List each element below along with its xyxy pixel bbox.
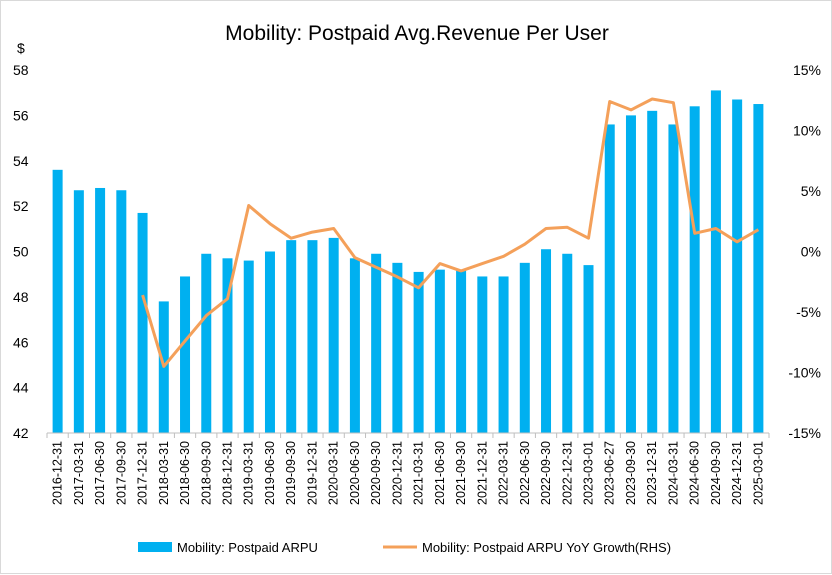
x-tick-label: 2019-03-31 (242, 441, 256, 505)
y-tick-label: 48 (13, 289, 29, 305)
x-tick-label: 2024-12-31 (730, 441, 744, 505)
bar-2024-06-30 (689, 106, 700, 434)
bar-2017-03-31 (73, 190, 84, 433)
legend-label-growth: Mobility: Postpaid ARPU YoY Growth(RHS) (422, 540, 671, 555)
bar-2018-06-30 (180, 276, 191, 433)
bar-2024-12-31 (732, 99, 743, 434)
x-tick-label: 2019-09-30 (284, 441, 298, 505)
x-tick-label: 2017-06-30 (93, 441, 107, 505)
bar-2017-12-31 (137, 212, 148, 433)
bar-2021-12-31 (477, 276, 488, 433)
x-tick-label: 2019-12-31 (305, 441, 319, 505)
x-tick-label: 2021-09-30 (454, 441, 468, 505)
y-left-ticks: 42 44 46 48 50 52 54 56 58 (13, 62, 29, 441)
y2-tick-label: 0% (801, 244, 821, 260)
bar-2023-03-01 (583, 265, 594, 433)
bar-2016-12-31 (52, 169, 63, 433)
x-tick-label: 2022-12-31 (560, 441, 574, 505)
x-tick-label: 2018-12-31 (221, 441, 235, 505)
legend: Mobility: Postpaid ARPU Mobility: Postpa… (138, 540, 671, 555)
bar-2022-03-31 (498, 276, 509, 433)
bar-2021-06-30 (434, 269, 445, 433)
bar-2024-09-30 (710, 90, 721, 433)
bar-2019-06-30 (264, 251, 275, 433)
growth-line (141, 97, 760, 368)
y-tick-label: 56 (13, 107, 29, 123)
bar-2022-12-31 (562, 253, 573, 433)
x-tick-label: 2024-06-30 (688, 441, 702, 505)
legend-swatch-arpu (138, 542, 172, 552)
x-tick-label: 2017-12-31 (136, 441, 150, 505)
x-tick-label: 2020-06-30 (348, 441, 362, 505)
y2-tick-label: -15% (788, 425, 821, 441)
y-tick-label: 52 (13, 198, 29, 214)
y-tick-label: 42 (13, 425, 29, 441)
x-ticks: 2016-12-31 2017-03-31 2017-06-30 2017-09-30… (46, 433, 770, 505)
x-tick-label: 2020-12-31 (390, 441, 404, 505)
y-tick-label: 50 (13, 244, 29, 260)
x-tick-label: 2022-09-30 (539, 441, 553, 505)
chart-title: Mobility: Postpaid Avg.Revenue Per User (225, 22, 609, 45)
x-tick-label: 2019-06-30 (263, 441, 277, 505)
bar-2025-03-01 (753, 104, 764, 433)
y-tick-label: 58 (13, 62, 29, 78)
x-tick-label: 2022-06-30 (518, 441, 532, 505)
x-tick-label: 2021-03-31 (412, 441, 426, 505)
y2-tick-label: -5% (796, 304, 821, 320)
x-tick-label: 2021-06-30 (433, 441, 447, 505)
x-tick-label: 2023-06-27 (603, 441, 617, 505)
x-tick-label: 2023-03-01 (582, 441, 596, 505)
x-tick-label: 2020-03-31 (327, 441, 341, 505)
x-tick-label: 2023-12-31 (645, 441, 659, 505)
y2-tick-label: 15% (793, 62, 821, 78)
bar-2020-06-30 (349, 258, 360, 433)
bar-2023-12-31 (647, 110, 658, 434)
x-tick-label: 2018-03-31 (157, 441, 171, 505)
bar-2019-09-30 (286, 240, 297, 433)
bar-2022-06-30 (519, 262, 530, 433)
bar-2023-06-27 (604, 124, 615, 433)
x-tick-label: 2021-12-31 (475, 441, 489, 505)
x-tick-label: 2016-12-31 (51, 441, 65, 505)
bar-2021-03-31 (413, 271, 424, 433)
x-tick-label: 2018-09-30 (199, 441, 213, 505)
bar-2019-03-31 (243, 260, 254, 433)
x-tick-label: 2020-09-30 (369, 441, 383, 505)
x-tick-label: 2018-06-30 (178, 441, 192, 505)
bar-2020-09-30 (371, 253, 382, 433)
x-tick-label: 2022-03-31 (497, 441, 511, 505)
bar-2020-03-31 (328, 237, 339, 433)
bar-series (52, 90, 764, 434)
bar-2019-12-31 (307, 240, 318, 433)
y-tick-label: 54 (13, 153, 29, 169)
bar-2023-09-30 (625, 115, 636, 433)
y2-tick-label: -10% (788, 365, 821, 381)
bar-2020-12-31 (392, 262, 403, 433)
bar-2017-06-30 (95, 187, 106, 433)
y-axis-label: $ (17, 40, 25, 56)
bar-2017-09-30 (116, 190, 127, 433)
x-tick-label: 2017-09-30 (114, 441, 128, 505)
y2-tick-label: 5% (801, 183, 821, 199)
bar-2022-09-30 (541, 249, 552, 433)
bar-2018-09-30 (201, 253, 212, 433)
x-tick-label: 2025-03-01 (751, 441, 765, 505)
x-tick-label: 2024-09-30 (709, 441, 723, 505)
x-tick-label: 2017-03-31 (72, 441, 86, 505)
y2-tick-label: 10% (793, 123, 821, 139)
bar-2024-03-31 (668, 124, 679, 433)
bar-2021-09-30 (456, 269, 467, 433)
y-tick-label: 44 (13, 380, 29, 396)
x-tick-label: 2023-09-30 (624, 441, 638, 505)
x-tick-label: 2024-03-31 (666, 441, 680, 505)
y-tick-label: 46 (13, 334, 29, 350)
y-right-ticks: -15% -10% -5% 0% 5% 10% 15% (788, 62, 821, 441)
bar-2018-12-31 (222, 258, 233, 433)
legend-label-arpu: Mobility: Postpaid ARPU (177, 540, 318, 555)
